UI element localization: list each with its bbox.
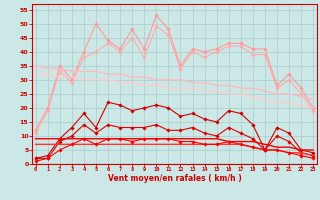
X-axis label: Vent moyen/en rafales ( km/h ): Vent moyen/en rafales ( km/h ) <box>108 174 241 183</box>
